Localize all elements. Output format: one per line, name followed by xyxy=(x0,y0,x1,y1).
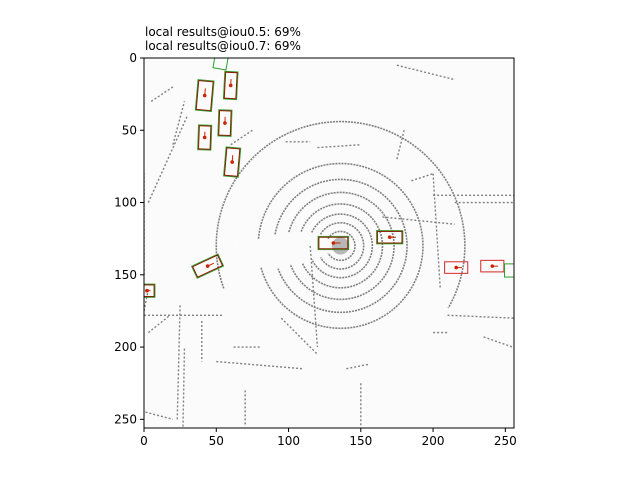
lidar-segment xyxy=(280,317,318,355)
object-box xyxy=(197,124,213,151)
lidar-segment xyxy=(216,360,304,370)
ground-truth-box xyxy=(197,124,213,151)
lidar-segment xyxy=(150,86,174,102)
prediction-box xyxy=(223,71,238,100)
ground-truth-box xyxy=(217,109,233,137)
ground-truth-box xyxy=(194,79,215,113)
prediction-box xyxy=(218,110,232,137)
lidar-segment xyxy=(147,314,171,334)
lidar-segment xyxy=(432,173,441,290)
box-center-point xyxy=(202,135,207,140)
y-axis: 0 50 100 150 200 250 xyxy=(114,51,144,426)
object-box xyxy=(217,109,233,137)
box-center-point xyxy=(230,160,234,164)
plot-area xyxy=(144,58,514,428)
object-box xyxy=(212,58,229,71)
object-box xyxy=(194,79,215,113)
object-box xyxy=(444,261,469,274)
lidar-ring xyxy=(215,120,466,309)
ground-truth-box xyxy=(144,283,156,298)
x-axis: 0 50 100 150 200 250 xyxy=(140,428,517,448)
lidar-segment xyxy=(483,336,513,348)
box-center-point xyxy=(490,264,495,268)
y-tick-label: 0 xyxy=(129,51,137,65)
prediction-box xyxy=(192,254,224,278)
lidar-segment xyxy=(396,130,405,160)
lidar-ring xyxy=(319,221,365,270)
lidar-segment xyxy=(230,129,253,146)
x-tick-label: 50 xyxy=(209,434,224,448)
y-tick-label: 100 xyxy=(114,196,137,210)
x-tick-label: 250 xyxy=(494,434,517,448)
prediction-box xyxy=(223,147,241,177)
point-cloud xyxy=(144,64,514,427)
ground-truth-box xyxy=(212,58,229,71)
y-tick-label: 200 xyxy=(114,340,137,354)
x-tick-label: 0 xyxy=(140,434,148,448)
prediction-box xyxy=(480,259,505,273)
object-box xyxy=(144,283,156,298)
y-tick-label: 250 xyxy=(114,412,137,426)
box-center-point xyxy=(387,235,392,240)
lidar-segment xyxy=(145,411,174,421)
box-center-point xyxy=(205,264,210,268)
ground-truth-box xyxy=(376,230,404,245)
box-center-point xyxy=(223,121,227,125)
lidar-segment xyxy=(172,101,186,145)
x-tick-label: 100 xyxy=(277,434,300,448)
object-box xyxy=(222,70,239,101)
lidar-segment xyxy=(182,347,186,427)
box-center-point xyxy=(145,288,149,293)
lidar-segment xyxy=(396,64,455,81)
plot-frame xyxy=(143,57,515,429)
prediction-box xyxy=(376,230,403,244)
ground-truth-box xyxy=(222,70,239,101)
box-center-point xyxy=(331,241,336,245)
chart-title-line-1: local results@iou0.5: 69% xyxy=(145,25,301,39)
prediction-box xyxy=(444,261,469,274)
object-box xyxy=(480,259,505,273)
lidar-ring xyxy=(257,162,424,330)
ground-truth-box xyxy=(223,146,242,178)
lidar-ring xyxy=(327,230,356,262)
object-box xyxy=(223,146,242,178)
lidar-segment xyxy=(447,314,514,319)
prediction-box xyxy=(318,236,349,250)
lidar-center-blob xyxy=(331,237,350,255)
lidar-segment xyxy=(176,303,181,420)
ground-truth-box xyxy=(504,263,514,278)
prediction-box xyxy=(198,125,212,150)
object-box xyxy=(317,235,350,251)
lidar-ring xyxy=(311,213,374,279)
detection-boxes xyxy=(144,58,514,298)
box-center-point xyxy=(454,265,458,270)
x-tick-label: 200 xyxy=(422,434,445,448)
box-center-point xyxy=(202,93,207,98)
heading-line xyxy=(207,262,215,267)
prediction-box xyxy=(195,80,214,112)
x-tick-label: 150 xyxy=(349,434,372,448)
object-box xyxy=(504,263,514,278)
lidar-segment xyxy=(382,216,455,225)
chart-title-line-2: local results@iou0.7: 69% xyxy=(145,39,301,53)
lidar-segment xyxy=(317,144,361,149)
box-center-point xyxy=(228,83,233,88)
ground-truth-box xyxy=(317,235,350,251)
y-tick-label: 50 xyxy=(122,123,137,137)
ground-truth-box xyxy=(190,253,225,279)
object-box xyxy=(376,230,404,245)
lidar-segment xyxy=(309,245,319,348)
object-box xyxy=(190,253,225,279)
y-tick-label: 150 xyxy=(114,268,137,282)
prediction-box xyxy=(144,284,155,297)
